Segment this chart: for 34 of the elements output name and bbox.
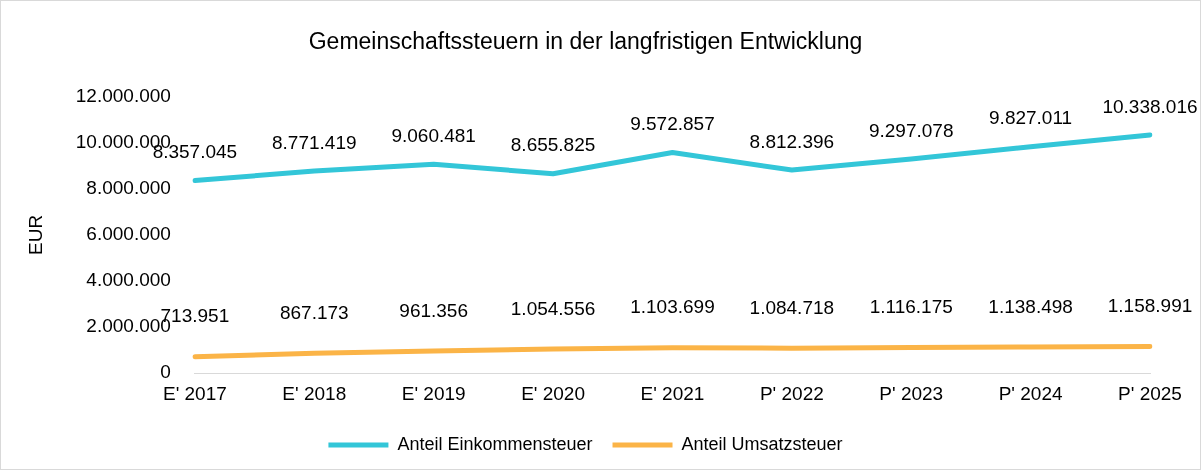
y-axis-title: EUR: [24, 214, 46, 255]
data-label: 1.158.991: [1107, 295, 1193, 317]
x-tick-label: E' 2020: [521, 382, 585, 404]
x-tick-label: P' 2024: [998, 382, 1063, 404]
y-tick-label: 8.000.000: [86, 177, 171, 199]
chart-title: Gemeinschaftssteuern in der langfristigen Entwicklung: [308, 28, 863, 55]
data-label: 9.297.078: [868, 119, 954, 141]
x-tick-label: E' 2021: [640, 382, 705, 404]
data-label: 1.116.175: [869, 296, 953, 318]
legend-label: Anteil Umsatzsteuer: [681, 433, 843, 454]
data-label: 867.173: [279, 301, 349, 323]
data-label: 9.060.481: [391, 125, 476, 147]
x-tick-label: E' 2018: [282, 382, 347, 404]
legend-label: Anteil Einkommensteuer: [397, 433, 593, 454]
y-tick-label: 0: [160, 361, 171, 383]
y-tick-label: 12.000.000: [75, 84, 171, 106]
y-tick-label: 6.000.000: [86, 223, 171, 245]
data-label: 1.084.718: [749, 296, 835, 318]
data-label: 1.054.556: [510, 297, 596, 319]
x-tick-label: P' 2023: [879, 382, 944, 404]
x-tick-label: P' 2025: [1118, 382, 1182, 404]
x-tick-label: P' 2022: [759, 382, 824, 404]
y-tick-label: 4.000.000: [86, 269, 171, 291]
x-tick-label: E' 2019: [401, 382, 466, 404]
data-label: 961.356: [399, 299, 469, 321]
x-tick-label: E' 2017: [162, 382, 227, 404]
data-label: 8.771.419: [272, 131, 357, 153]
data-label: 9.572.857: [630, 113, 715, 135]
data-label: 10.338.016: [1102, 95, 1198, 117]
data-label: 8.812.396: [749, 130, 835, 152]
data-label: 9.827.011: [989, 107, 1073, 129]
data-label: 1.138.498: [988, 295, 1073, 317]
data-label: 1.103.699: [630, 296, 715, 318]
data-label: 8.655.825: [510, 134, 596, 156]
